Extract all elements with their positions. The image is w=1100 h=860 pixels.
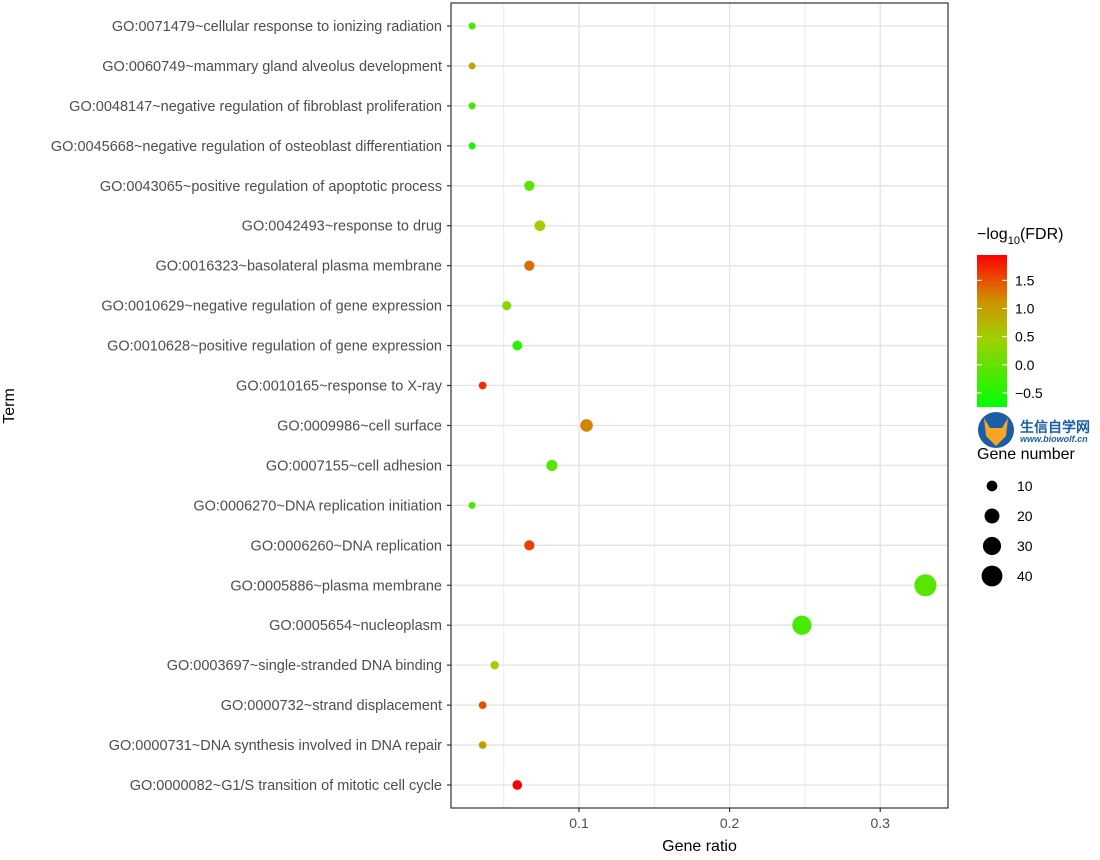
plot-panel-border	[450, 2, 949, 809]
data-point	[546, 459, 558, 472]
y-tick-label: GO:0042493~response to drug	[242, 219, 442, 235]
y-tick-label: GO:0000731~DNA synthesis involved in DNA…	[109, 738, 442, 754]
y-tick-label: GO:0000732~strand displacement	[221, 698, 442, 714]
data-point	[468, 501, 476, 509]
size-legend-label: 30	[1017, 538, 1033, 554]
color-legend-title-prefix: −log	[977, 226, 1008, 243]
y-tick-label: GO:0071479~cellular response to ionizing…	[112, 19, 442, 35]
data-point	[468, 62, 476, 70]
grid-lines	[451, 3, 948, 808]
size-legend-label: 10	[1017, 478, 1033, 494]
color-legend-title-suffix: (FDR)	[1020, 226, 1064, 243]
color-legend-ticks: −0.5 0.0 0.5 1.0 1.5	[977, 272, 1043, 401]
size-legend-label: 20	[1017, 508, 1033, 524]
size-legend-dot	[986, 480, 998, 492]
y-tick-label: GO:0003697~single-stranded DNA binding	[167, 658, 442, 674]
y-tick-label: GO:0048147~negative regulation of fibrob…	[69, 99, 442, 115]
y-tick-label: GO:0045668~negative regulation of osteob…	[51, 139, 442, 155]
size-legend-dot	[982, 536, 1002, 556]
color-legend-tick-label: 1.0	[1015, 300, 1035, 316]
data-point	[512, 340, 523, 351]
size-legend-dot	[981, 565, 1003, 587]
y-tick-label: GO:0005654~nucleoplasm	[269, 618, 442, 634]
color-legend-title: −log10(FDR)	[977, 226, 1064, 247]
data-point	[512, 780, 523, 790]
y-tick-label: GO:0010629~negative regulation of gene e…	[101, 299, 442, 315]
data-point	[468, 22, 476, 30]
data-point	[478, 741, 487, 749]
logo-url: www.biowolf.cn	[1020, 434, 1088, 444]
y-tick-label: GO:0060749~mammary gland alveolus develo…	[102, 59, 442, 75]
data-point	[468, 102, 476, 110]
size-legend: Gene number 10 20 30 40	[977, 446, 1076, 587]
y-tick-label: GO:0010628~positive regulation of gene e…	[107, 339, 442, 355]
size-legend-items: 10 20 30 40	[981, 478, 1033, 587]
data-point	[478, 701, 487, 709]
data-point	[490, 660, 499, 670]
y-tick-label: GO:0000082~G1/S transition of mitotic ce…	[130, 778, 442, 794]
data-point	[478, 381, 487, 390]
color-legend: −log10(FDR) −0.5 0.0 0.5 1.0 1.5	[977, 226, 1064, 407]
data-point	[792, 615, 812, 635]
y-tick-label: GO:0006260~DNA replication	[251, 538, 442, 554]
wolf-logo-face	[984, 418, 1008, 446]
size-legend-dot	[984, 508, 1000, 524]
data-point	[914, 574, 937, 597]
biowolf-logo: 生信自学网 www.biowolf.cn	[978, 412, 1090, 448]
data-point	[524, 260, 535, 271]
color-legend-title-subscript: 10	[1008, 235, 1020, 247]
data-point	[534, 220, 546, 232]
y-tick-label: GO:0006270~DNA replication initiation	[193, 498, 442, 514]
data-point	[502, 301, 512, 311]
color-legend-bar	[977, 255, 1007, 407]
y-axis-ticks: GO:0000082~G1/S transition of mitotic ce…	[51, 19, 451, 794]
y-tick-label: GO:0043065~positive regulation of apopto…	[100, 179, 442, 195]
color-legend-tick-label: 1.5	[1015, 272, 1035, 288]
y-tick-label: GO:0007155~cell adhesion	[266, 458, 442, 474]
data-point	[468, 142, 476, 150]
y-tick-label: GO:0005886~plasma membrane	[230, 578, 442, 594]
x-axis-title: Gene ratio	[662, 838, 737, 855]
size-legend-title: Gene number	[977, 446, 1076, 463]
y-tick-label: GO:0010165~response to X-ray	[236, 379, 443, 395]
data-point	[524, 180, 535, 191]
x-axis-ticks: 0.1 0.2 0.3	[569, 808, 890, 831]
size-legend-label: 40	[1017, 568, 1033, 584]
x-tick-label: 0.1	[569, 815, 589, 831]
x-tick-label: 0.2	[720, 815, 740, 831]
color-legend-tick-label: 0.0	[1015, 357, 1035, 373]
color-legend-tick-label: 0.5	[1015, 329, 1035, 345]
y-tick-label: GO:0016323~basolateral plasma membrane	[155, 259, 442, 275]
data-points	[468, 22, 937, 790]
y-axis-title: Term	[1, 388, 18, 424]
data-point	[524, 540, 535, 551]
y-tick-label: GO:0009986~cell surface	[277, 418, 442, 434]
x-tick-label: 0.3	[870, 815, 890, 831]
color-legend-tick-label: −0.5	[1015, 385, 1043, 401]
data-point	[580, 419, 593, 432]
logo-name: 生信自学网	[1020, 419, 1090, 435]
